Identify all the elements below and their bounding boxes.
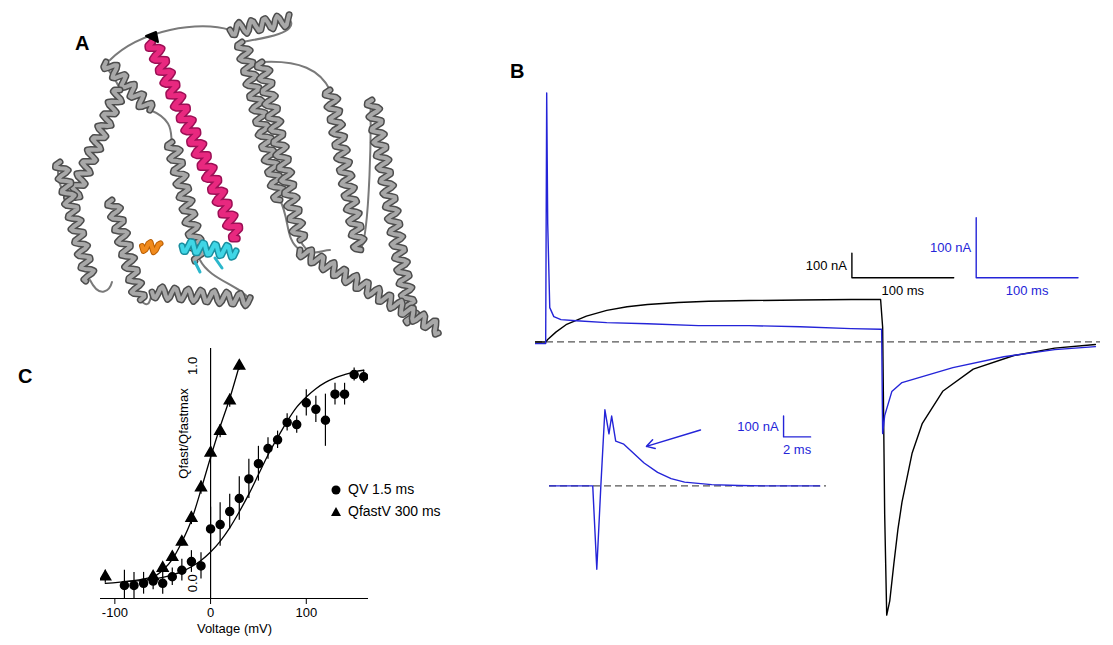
html-text:B: B xyxy=(510,60,525,82)
svg-text:100 nA: 100 nA xyxy=(806,258,848,273)
html-text:QV 1.5 ms: QV 1.5 ms xyxy=(348,481,415,497)
svg-text:2 ms: 2 ms xyxy=(783,442,812,457)
svg-text:0.0: 0.0 xyxy=(185,574,200,592)
svg-text:-100: -100 xyxy=(102,605,128,620)
svg-text:1.0: 1.0 xyxy=(185,357,200,375)
svg-text:100 ms: 100 ms xyxy=(881,283,924,298)
html-text:QfastV 300 ms: QfastV 300 ms xyxy=(348,503,441,519)
html-text:C: C xyxy=(18,365,33,387)
svg-text:100: 100 xyxy=(295,605,317,620)
svg-text:0: 0 xyxy=(207,605,214,620)
svg-text:100 nA: 100 nA xyxy=(930,240,972,255)
html-text:A: A xyxy=(75,32,90,54)
svg-text:100 nA: 100 nA xyxy=(737,419,779,434)
svg-text:100 ms: 100 ms xyxy=(1006,283,1049,298)
svg-text:Voltage (mV): Voltage (mV) xyxy=(197,621,272,636)
svg-text:Qfast/Qfastmax: Qfast/Qfastmax xyxy=(176,388,191,479)
